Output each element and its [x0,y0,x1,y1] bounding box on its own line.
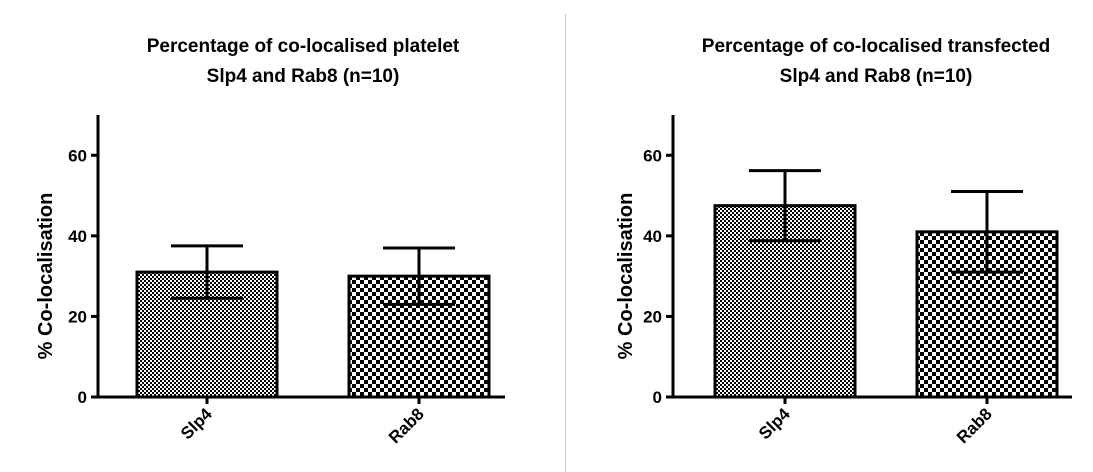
y-tick-label: 0 [653,388,662,407]
y-axis-label: % Co-localisation [35,193,57,360]
x-tick-label-slp4: Slp4 [177,404,216,443]
panel-divider [565,14,566,472]
x-tick-label-rab8: Rab8 [385,404,428,447]
chart-title-line-1: Percentage of co-localised platelet [147,36,460,57]
chart-title-line-2: Slp4 and Rab8 (n=10) [207,66,400,87]
plot-area: 0 20 40 60 Slp4 Rab8 [68,115,505,447]
chart-right: Percentage of co-localised transfected S… [615,36,1072,447]
plot-area: 0 20 40 60 Slp4 Rab8 [643,115,1072,447]
y-tick-label: 60 [643,146,662,165]
y-tick-label: 40 [643,227,662,246]
x-tick-label-rab8: Rab8 [953,404,996,447]
x-tick-label-slp4: Slp4 [755,404,794,443]
y-axis-label: % Co-localisation [615,193,637,360]
chart-panel-right: Percentage of co-localised transfected S… [592,0,1093,472]
chart-title-line-2: Slp4 and Rab8 (n=10) [780,66,973,87]
y-tick-label: 40 [68,227,87,246]
chart-panel-left: Percentage of co-localised platelet Slp4… [35,36,505,448]
y-tick-label: 60 [68,146,87,165]
y-tick-label: 20 [643,307,662,326]
y-tick-label: 0 [78,388,87,407]
y-tick-label: 20 [68,307,87,326]
chart-left: Percentage of co-localised platelet Slp4… [35,36,505,447]
chart-title-line-1: Percentage of co-localised transfected [702,36,1050,57]
